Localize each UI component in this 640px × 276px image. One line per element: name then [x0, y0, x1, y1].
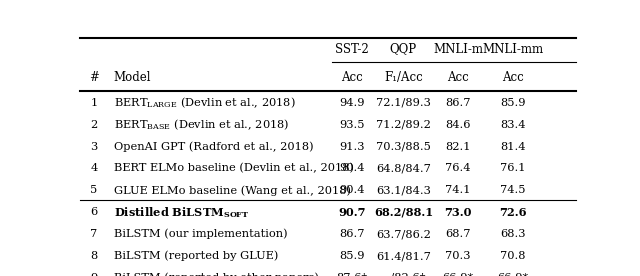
Text: 7: 7: [90, 229, 97, 239]
Text: BiLSTM (our implementation): BiLSTM (our implementation): [114, 229, 287, 240]
Text: 1: 1: [90, 98, 97, 108]
Text: 68.3: 68.3: [500, 229, 525, 239]
Text: 66.9*: 66.9*: [442, 273, 474, 276]
Text: 61.4/81.7: 61.4/81.7: [376, 251, 431, 261]
Text: 68.7: 68.7: [445, 229, 470, 239]
Text: 90.4: 90.4: [339, 163, 365, 174]
Text: 94.9: 94.9: [339, 98, 365, 108]
Text: SST-2: SST-2: [335, 43, 369, 55]
Text: 72.1/89.3: 72.1/89.3: [376, 98, 431, 108]
Text: 2: 2: [90, 120, 97, 130]
Text: Acc: Acc: [502, 71, 524, 84]
Text: 8: 8: [90, 251, 97, 261]
Text: F₁/Acc: F₁/Acc: [384, 71, 423, 84]
Text: 63.1/84.3: 63.1/84.3: [376, 185, 431, 195]
Text: 66.9*: 66.9*: [497, 273, 528, 276]
Text: 3: 3: [90, 142, 97, 152]
Text: OpenAI GPT (Radford et al., 2018): OpenAI GPT (Radford et al., 2018): [114, 141, 314, 152]
Text: Acc: Acc: [447, 71, 469, 84]
Text: Acc: Acc: [341, 71, 363, 84]
Text: 73.0: 73.0: [444, 207, 472, 218]
Text: 87.6†: 87.6†: [336, 273, 367, 276]
Text: 91.3: 91.3: [339, 142, 365, 152]
Text: 84.6: 84.6: [445, 120, 470, 130]
Text: 93.5: 93.5: [339, 120, 365, 130]
Text: 6: 6: [90, 207, 97, 217]
Text: MNLI-mm: MNLI-mm: [482, 43, 543, 55]
Text: Distilled BiLSTM$_{\mathregular{SOFT}}$: Distilled BiLSTM$_{\mathregular{SOFT}}$: [114, 205, 249, 220]
Text: QQP: QQP: [390, 43, 417, 55]
Text: 90.7: 90.7: [338, 207, 365, 218]
Text: 76.1: 76.1: [500, 163, 525, 174]
Text: 68.2/88.1: 68.2/88.1: [374, 207, 433, 218]
Text: BERT ELMo baseline (Devlin et al., 2018): BERT ELMo baseline (Devlin et al., 2018): [114, 163, 354, 174]
Text: 83.4: 83.4: [500, 120, 525, 130]
Text: 5: 5: [90, 185, 97, 195]
Text: BERT$_{\mathregular{BASE}}$ (Devlin et al., 2018): BERT$_{\mathregular{BASE}}$ (Devlin et a…: [114, 117, 289, 132]
Text: 70.3/88.5: 70.3/88.5: [376, 142, 431, 152]
Text: 81.4: 81.4: [500, 142, 525, 152]
Text: 71.2/89.2: 71.2/89.2: [376, 120, 431, 130]
Text: 90.4: 90.4: [339, 185, 365, 195]
Text: BiLSTM (reported by other papers): BiLSTM (reported by other papers): [114, 273, 319, 276]
Text: BERT$_{\mathregular{LARGE}}$ (Devlin et al., 2018): BERT$_{\mathregular{LARGE}}$ (Devlin et …: [114, 95, 296, 110]
Text: 64.8/84.7: 64.8/84.7: [376, 163, 431, 174]
Text: – /82.6‡: – /82.6‡: [381, 273, 426, 276]
Text: 9: 9: [90, 273, 97, 276]
Text: MNLI-m: MNLI-m: [433, 43, 483, 55]
Text: 70.8: 70.8: [500, 251, 525, 261]
Text: 85.9: 85.9: [339, 251, 365, 261]
Text: 86.7: 86.7: [339, 229, 365, 239]
Text: 86.7: 86.7: [445, 98, 470, 108]
Text: 70.3: 70.3: [445, 251, 470, 261]
Text: 63.7/86.2: 63.7/86.2: [376, 229, 431, 239]
Text: BiLSTM (reported by GLUE): BiLSTM (reported by GLUE): [114, 251, 278, 261]
Text: Model: Model: [114, 71, 151, 84]
Text: 74.1: 74.1: [445, 185, 470, 195]
Text: GLUE ELMo baseline (Wang et al., 2018): GLUE ELMo baseline (Wang et al., 2018): [114, 185, 351, 196]
Text: 82.1: 82.1: [445, 142, 470, 152]
Text: 72.6: 72.6: [499, 207, 526, 218]
Text: 74.5: 74.5: [500, 185, 525, 195]
Text: 85.9: 85.9: [500, 98, 525, 108]
Text: 76.4: 76.4: [445, 163, 470, 174]
Text: #: #: [89, 71, 99, 84]
Text: 4: 4: [90, 163, 97, 174]
